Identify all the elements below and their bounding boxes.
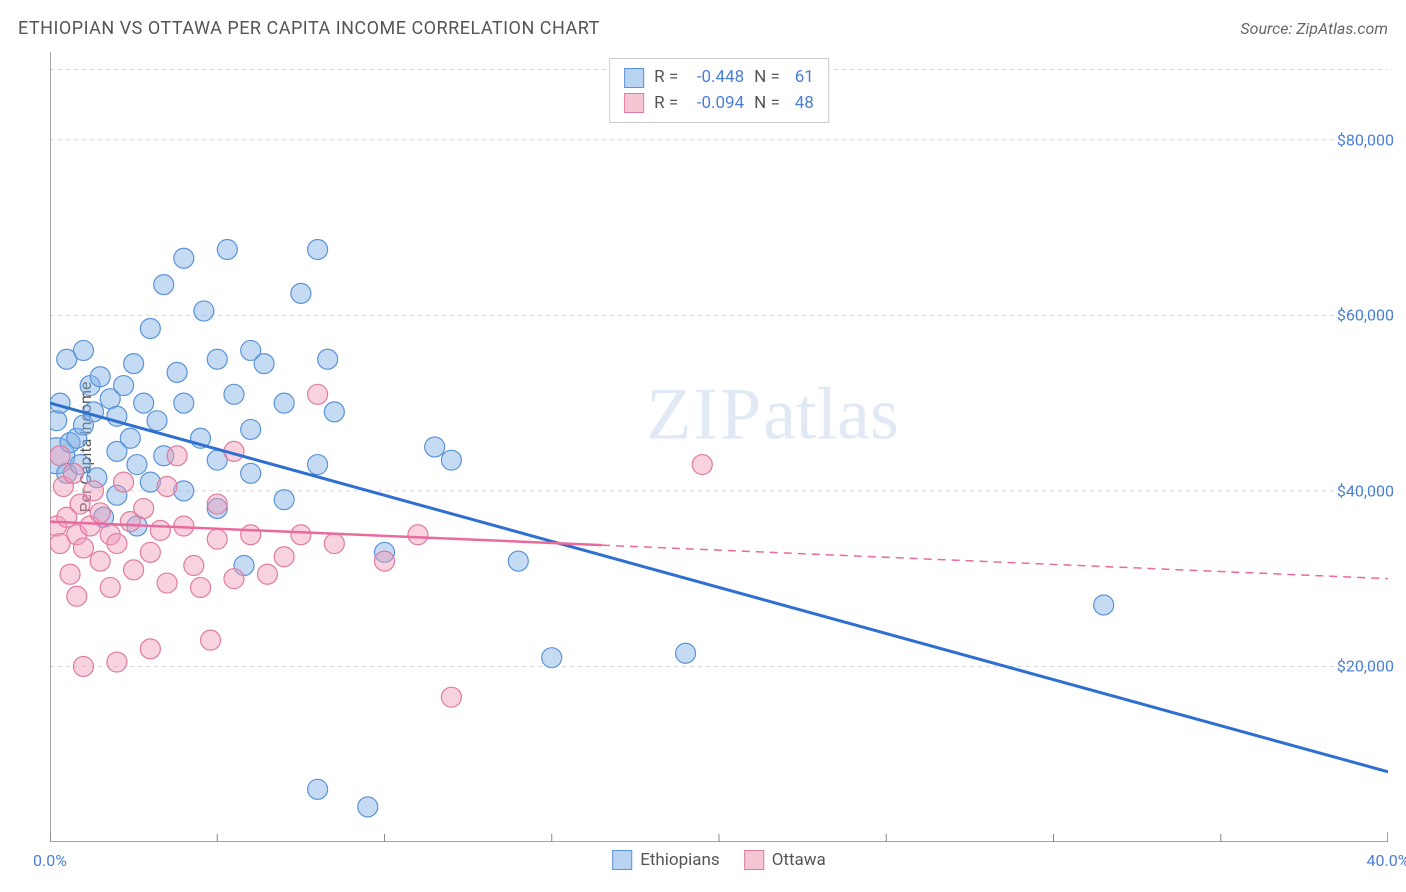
x-tick-label: 0.0% xyxy=(33,851,67,870)
y-tick-label: $80,000 xyxy=(1337,130,1394,149)
legend-label: Ottawa xyxy=(772,850,826,870)
stats-row: R = -0.094 N = 48 xyxy=(624,91,814,117)
source-name: ZipAtlas.com xyxy=(1296,19,1388,38)
x-tick-label: 40.0% xyxy=(1367,851,1406,870)
stats-n-label: N = xyxy=(754,65,780,91)
stats-n-label: N = xyxy=(754,91,780,117)
legend-item: Ethiopians xyxy=(612,850,720,870)
legend-label: Ethiopians xyxy=(640,850,720,870)
legend-swatch xyxy=(612,850,632,870)
plot-svg xyxy=(50,52,1388,842)
stats-swatch xyxy=(624,68,644,88)
source-prefix: Source: xyxy=(1240,19,1296,38)
stats-r-value: -0.094 xyxy=(688,91,744,117)
bottom-legend: Ethiopians Ottawa xyxy=(612,850,826,870)
legend-swatch xyxy=(744,850,764,870)
chart-area: Per Capita Income ZIPatlas R =-0.448N =6… xyxy=(50,52,1388,842)
source-credit: Source: ZipAtlas.com xyxy=(1240,19,1388,38)
stats-r-value: -0.448 xyxy=(688,65,744,91)
stats-r-label: R = xyxy=(654,91,678,117)
stats-swatch xyxy=(624,93,644,113)
stats-row: R = -0.448 N = 61 xyxy=(624,65,814,91)
y-tick-label: $60,000 xyxy=(1337,306,1394,325)
stats-n-value: 48 xyxy=(790,91,814,117)
stats-legend-box: R = -0.448 N = 61 R = -0.094 N = 48 xyxy=(609,58,829,123)
chart-title: ETHIOPIAN VS OTTAWA PER CAPITA INCOME CO… xyxy=(18,18,600,39)
chart-container: ETHIOPIAN VS OTTAWA PER CAPITA INCOME CO… xyxy=(0,0,1406,892)
stats-r-label: R = xyxy=(654,65,678,91)
y-tick-label: $40,000 xyxy=(1337,481,1394,500)
y-tick-label: $20,000 xyxy=(1337,657,1394,676)
stats-n-value: 61 xyxy=(790,65,814,91)
legend-item: Ottawa xyxy=(744,850,826,870)
header-row: ETHIOPIAN VS OTTAWA PER CAPITA INCOME CO… xyxy=(18,18,1388,39)
